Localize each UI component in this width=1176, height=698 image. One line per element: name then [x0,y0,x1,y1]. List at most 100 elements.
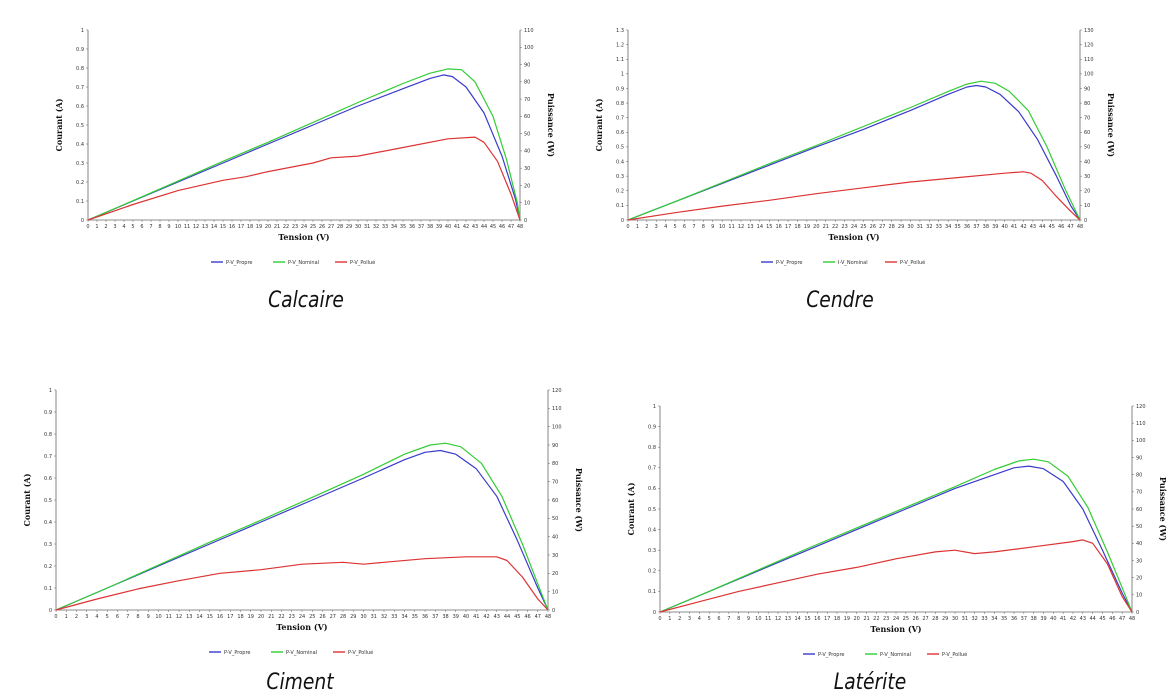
x-tick-label: 7 [126,614,129,620]
y-left-tick-label: 0.6 [44,476,52,482]
y-right-tick-label: 20 [552,571,558,577]
x-tick-label: 24 [299,614,305,620]
y-left-tick-label: 0.8 [76,66,84,72]
x-tick-label: 31 [917,224,923,230]
x-tick-label: 23 [841,224,847,230]
y-left-tick-label: 0.6 [616,130,624,136]
y-left-tick-label: 0.2 [76,180,84,186]
x-tick-label: 11 [184,224,190,230]
x-tick-label: 12 [738,224,744,230]
y-right-tick-label: 0 [524,218,527,224]
y-right-tick-label: 20 [1136,575,1142,581]
legend-label: P-V_Pollué [900,259,925,266]
y-right-tick-label: 50 [552,516,558,522]
x-tick-label: 8 [702,224,705,230]
x-tick-label: 34 [945,224,951,230]
y-left-tick-label: 0.4 [648,527,656,533]
x-tick-label: 25 [310,224,316,230]
x-tick-label: 18 [237,614,243,620]
x-tick-label: 20 [813,224,819,230]
x-tick-label: 38 [427,224,433,230]
x-tick-label: 36 [409,224,415,230]
y-right-tick-label: 100 [1084,72,1094,78]
y-right-tick-label: 80 [552,461,558,467]
y-right-tick-label: 50 [1136,524,1142,530]
x-axis-title: Tension (V) [278,232,329,242]
x-tick-label: 37 [1021,616,1027,622]
y-right-tick-label: 30 [1136,558,1142,564]
x-tick-label: 12 [775,616,781,622]
x-tick-label: 30 [952,616,958,622]
y-left-tick-label: 1 [81,28,84,34]
x-tick-label: 36 [1011,616,1017,622]
x-tick-label: 2 [104,224,107,230]
x-tick-label: 35 [1001,616,1007,622]
x-tick-label: 7 [692,224,695,230]
y-left-tick-label: 0 [621,218,624,224]
y-axis-left-title: Courant (A) [594,98,604,151]
x-tick-label: 47 [508,224,514,230]
x-tick-label: 39 [992,224,998,230]
x-tick-label: 32 [971,616,977,622]
x-tick-label: 28 [340,614,346,620]
x-tick-label: 37 [432,614,438,620]
y-right-tick-label: 30 [552,553,558,559]
x-tick-label: 3 [655,224,658,230]
x-tick-label: 16 [814,616,820,622]
x-tick-label: 39 [453,614,459,620]
y-right-tick-label: 110 [1084,57,1094,63]
y-right-tick-label: 130 [1084,28,1094,34]
legend-label: P-V_Propre [226,260,252,266]
y-right-tick-label: 10 [1084,203,1090,209]
x-tick-label: 10 [719,224,725,230]
y-axis-right-title: Puissance (W) [1106,93,1116,157]
x-tick-label: 45 [1049,224,1055,230]
legend-label: P-V_Pollué [942,651,967,658]
legend-label: P-V_Nominal [288,260,319,266]
chart-panel-ciment: 0 1 2 3 4 5 6 7 8 9 10 11 12 13 14 15 16 17 18 19 20 21 22 23 24… [8,368,588,668]
y-right-tick-label: 0 [552,608,555,614]
x-tick-label: 34 [391,224,397,230]
x-tick-label: 1 [65,614,68,620]
x-tick-label: 13 [785,616,791,622]
x-tick-label: 44 [1089,616,1095,622]
caption-cendre: Cendre [806,288,874,313]
x-tick-label: 46 [1109,616,1115,622]
x-tick-label: 29 [346,224,352,230]
x-tick-label: 17 [824,616,830,622]
y-left-tick-label: 0 [81,218,84,224]
x-tick-label: 42 [1070,616,1076,622]
x-tick-label: 0 [626,224,629,230]
x-tick-label: 30 [907,224,913,230]
y-right-tick-label: 80 [1084,101,1090,107]
y-right-tick-label: 100 [1136,438,1146,444]
x-tick-label: 6 [683,224,686,230]
y-right-tick-label: 40 [1136,541,1142,547]
x-tick-label: 35 [400,224,406,230]
y-right-tick-label: 70 [1084,115,1090,121]
x-tick-label: 42 [483,614,489,620]
x-axis-title: Tension (V) [870,624,921,634]
series-line [659,539,1133,613]
x-tick-label: 22 [283,224,289,230]
x-tick-label: 3 [688,616,691,622]
x-tick-label: 18 [834,616,840,622]
x-tick-label: 14 [794,616,800,622]
x-tick-label: 33 [391,614,397,620]
y-right-tick-label: 0 [1136,610,1139,616]
x-tick-label: 34 [401,614,407,620]
y-right-tick-label: 40 [1084,159,1090,165]
x-tick-label: 44 [504,614,510,620]
y-right-tick-label: 40 [552,534,558,540]
y-axis-left-title: Courant (A) [626,482,636,535]
x-tick-label: 15 [207,614,213,620]
x-tick-label: 0 [54,614,57,620]
x-tick-label: 45 [514,614,520,620]
x-tick-label: 43 [472,224,478,230]
x-tick-label: 2 [645,224,648,230]
x-tick-label: 38 [983,224,989,230]
y-left-tick-label: 0.4 [44,520,52,526]
x-tick-label: 24 [851,224,857,230]
series-line [55,442,549,611]
y-left-tick-label: 0.7 [616,115,624,121]
